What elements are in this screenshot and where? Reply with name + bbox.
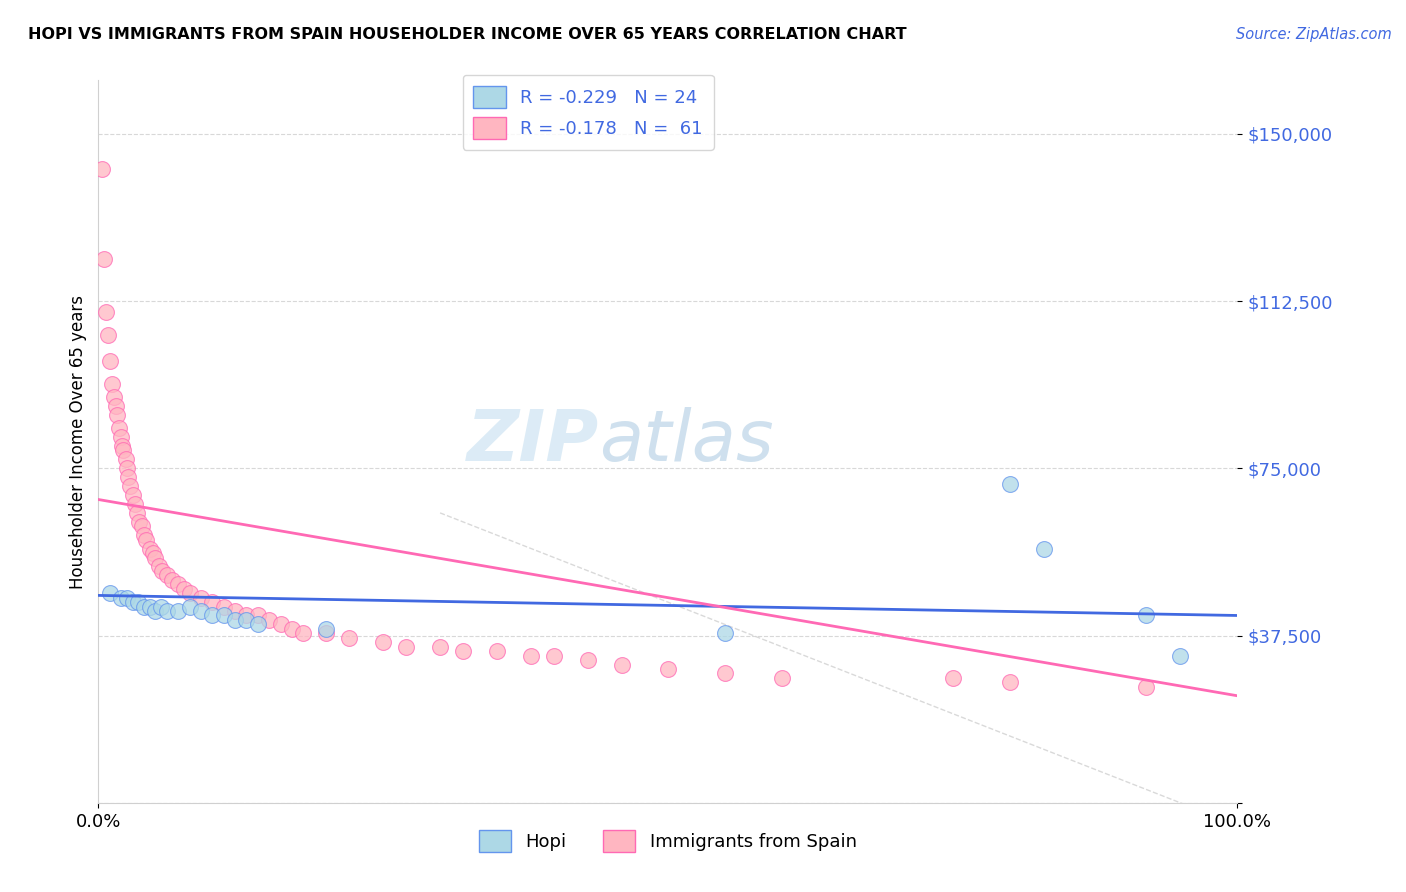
Point	[110, 430, 132, 444]
Point	[714, 666, 737, 681]
Point	[190, 604, 212, 618]
Point	[451, 644, 474, 658]
Point	[98, 586, 121, 600]
Point	[201, 595, 224, 609]
Point	[179, 599, 201, 614]
Point	[224, 604, 246, 618]
Point	[138, 541, 160, 556]
Text: atlas: atlas	[599, 407, 775, 476]
Point	[259, 613, 281, 627]
Point	[612, 657, 634, 672]
Point	[114, 452, 136, 467]
Point	[115, 591, 138, 605]
Point	[127, 595, 149, 609]
Point	[395, 640, 418, 654]
Point	[1135, 680, 1157, 694]
Point	[1032, 541, 1054, 556]
Point	[942, 671, 965, 685]
Point	[150, 564, 173, 578]
Point	[292, 626, 315, 640]
Point	[281, 622, 304, 636]
Point	[132, 599, 155, 614]
Point	[315, 626, 337, 640]
Point	[246, 608, 269, 623]
Point	[128, 515, 150, 529]
Point	[212, 608, 235, 623]
Point	[96, 327, 118, 342]
Point	[138, 599, 160, 614]
Point	[224, 613, 246, 627]
Point	[101, 376, 124, 391]
Point	[520, 648, 543, 663]
Point	[145, 550, 167, 565]
Point	[235, 608, 257, 623]
Point	[150, 599, 173, 614]
Point	[115, 461, 138, 475]
Point	[131, 519, 153, 533]
Point	[371, 635, 394, 649]
Point	[145, 604, 167, 618]
Text: ZIP: ZIP	[467, 407, 599, 476]
Point	[120, 479, 142, 493]
Point	[201, 608, 224, 623]
Point	[190, 591, 212, 605]
Point	[111, 439, 134, 453]
Point	[770, 671, 793, 685]
Point	[167, 577, 190, 591]
Point	[1170, 648, 1192, 663]
Text: HOPI VS IMMIGRANTS FROM SPAIN HOUSEHOLDER INCOME OVER 65 YEARS CORRELATION CHART: HOPI VS IMMIGRANTS FROM SPAIN HOUSEHOLDE…	[28, 27, 907, 42]
Point	[657, 662, 679, 676]
Point	[127, 506, 149, 520]
Point	[998, 476, 1021, 491]
Point	[179, 586, 201, 600]
Point	[270, 617, 292, 632]
Point	[576, 653, 599, 667]
Point	[714, 626, 737, 640]
Point	[235, 613, 257, 627]
Point	[315, 622, 337, 636]
Point	[103, 390, 125, 404]
Point	[132, 528, 155, 542]
Point	[543, 648, 565, 663]
Point	[1135, 608, 1157, 623]
Point	[337, 631, 360, 645]
Point	[142, 546, 165, 560]
Legend: Hopi, Immigrants from Spain: Hopi, Immigrants from Spain	[471, 822, 865, 859]
Point	[212, 599, 235, 614]
Point	[121, 595, 143, 609]
Point	[135, 533, 157, 547]
Y-axis label: Householder Income Over 65 years: Householder Income Over 65 years	[69, 294, 87, 589]
Point	[105, 408, 128, 422]
Point	[117, 470, 139, 484]
Point	[110, 591, 132, 605]
Point	[998, 675, 1021, 690]
Point	[108, 421, 131, 435]
Point	[162, 573, 184, 587]
Point	[124, 497, 146, 511]
Point	[156, 604, 179, 618]
Point	[112, 443, 135, 458]
Point	[167, 604, 190, 618]
Point	[96, 305, 118, 319]
Point	[121, 488, 143, 502]
Text: Source: ZipAtlas.com: Source: ZipAtlas.com	[1236, 27, 1392, 42]
Point	[246, 617, 269, 632]
Point	[486, 644, 509, 658]
Point	[98, 354, 121, 368]
Point	[173, 582, 195, 596]
Point	[93, 252, 115, 266]
Point	[429, 640, 451, 654]
Point	[148, 559, 170, 574]
Point	[90, 162, 112, 177]
Point	[156, 568, 179, 582]
Point	[104, 399, 127, 413]
